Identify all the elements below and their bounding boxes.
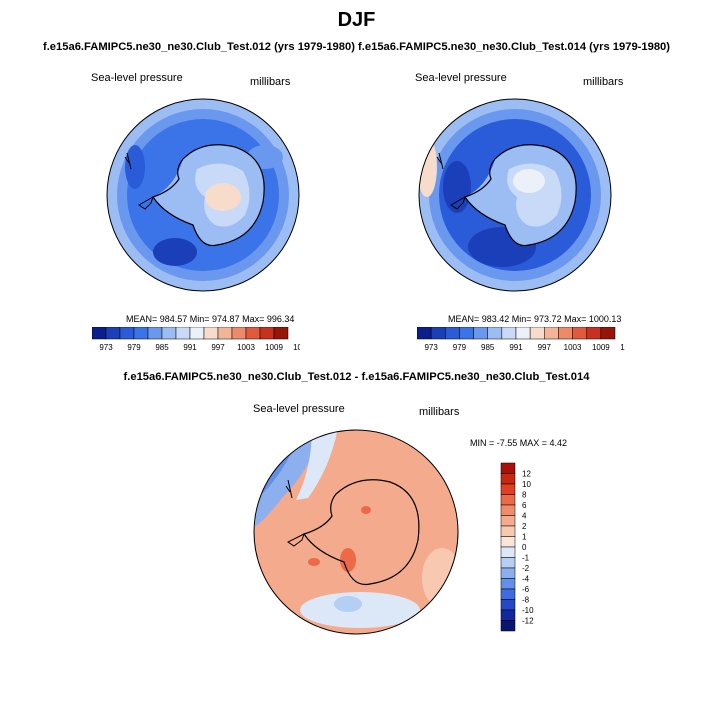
colorbar-box — [586, 327, 602, 340]
colorbar-tick-label: 985 — [481, 343, 495, 352]
colorbar-box — [500, 525, 516, 537]
colorbar-box — [500, 504, 516, 516]
colorbar-tick-label: 2 — [522, 522, 527, 531]
colorbar-tick-label: 12 — [522, 470, 531, 479]
page-title: DJF — [337, 9, 376, 31]
colorbar-tick-label: 973 — [424, 343, 438, 352]
colorbar-tick-label: 1003 — [237, 343, 255, 352]
colorbar-box — [500, 599, 516, 611]
colorbar-box — [500, 567, 516, 579]
colorbar-tick-label: 979 — [453, 343, 467, 352]
colorbar-tick-label: 985 — [155, 343, 169, 352]
colorbar-box — [500, 473, 516, 485]
panel2-variable-label: Sea-level pressure — [415, 72, 507, 84]
colorbar-box — [500, 620, 516, 632]
colorbar-tick-label: 991 — [183, 343, 197, 352]
colorbar-tick-label: 1 — [522, 533, 527, 542]
colorbar-box — [459, 327, 474, 340]
colorbar-box — [92, 327, 107, 340]
colorbar-box — [500, 462, 516, 474]
colorbar-tick-label: 10 — [522, 480, 531, 489]
difference-subtitle: f.e15a6.FAMIPC5.ne30_ne30.Club_Test.012 … — [123, 371, 590, 383]
colorbar-box — [544, 327, 559, 340]
colorbar-box — [529, 327, 545, 340]
colorbar-box — [417, 327, 432, 340]
colorbar-tick-label: 1009 — [265, 343, 283, 352]
colorbar-box — [500, 515, 516, 527]
colorbar-box — [500, 494, 516, 506]
colorbar-tick-label: 6 — [522, 501, 527, 510]
colorbar-test012: 973 979 985 991 997 1003 1009 1015 — [92, 327, 300, 352]
colorbar-tick-label: -1 — [522, 554, 530, 563]
colorbar-tick-label: 991 — [509, 343, 523, 352]
colorbar-box — [273, 327, 289, 340]
colorbar-test014: 973 979 985 991 997 1003 1009 1015 — [417, 327, 625, 352]
colorbar-box — [500, 578, 516, 590]
colorbar-box — [133, 327, 149, 340]
colorbar-box — [445, 327, 460, 340]
colorbar-box — [430, 327, 446, 340]
panel1-stats: MEAN= 984.57 Min= 974.87 Max= 996.34 — [126, 314, 295, 324]
colorbar-box — [558, 327, 573, 340]
colorbar-tick-label: 1003 — [564, 343, 582, 352]
colorbar-box — [217, 327, 233, 340]
colorbar-box — [500, 557, 516, 569]
colorbar-tick-label: -4 — [522, 575, 530, 584]
colorbar-box — [500, 588, 516, 600]
colorbar-tick-label: 979 — [127, 343, 141, 352]
colorbar-box — [500, 536, 516, 548]
colorbar-box — [119, 327, 135, 340]
colorbar-tick-label: -6 — [522, 585, 530, 594]
colorbar-box — [500, 609, 516, 621]
colorbar-tick-label: 973 — [99, 343, 113, 352]
panel1-variable-label: Sea-level pressure — [91, 72, 183, 84]
colorbar-box — [515, 327, 531, 340]
cases-subtitle: f.e15a6.FAMIPC5.ne30_ne30.Club_Test.012 … — [42, 41, 671, 53]
colorbar-box — [203, 327, 219, 340]
colorbar-box — [487, 327, 503, 340]
panel3-stats: MIN = -7.55 MAX = 4.42 — [470, 438, 568, 448]
colorbar-tick-label: 8 — [522, 491, 527, 500]
colorbar-box — [147, 327, 163, 340]
colorbar-box — [500, 546, 516, 558]
colorbar-box — [105, 327, 121, 340]
colorbar-box — [473, 327, 488, 340]
colorbar-tick-label: -12 — [522, 617, 534, 626]
colorbar-box — [600, 327, 616, 340]
colorbar-box — [231, 327, 247, 340]
colorbar-box — [161, 327, 177, 340]
map-test014 — [418, 98, 612, 292]
panel2-units-label: millibars — [583, 76, 624, 88]
colorbar-box — [572, 327, 587, 340]
map-difference — [253, 429, 459, 635]
colorbar-tick-label: -8 — [522, 596, 530, 605]
colorbar-tick-label: 0 — [522, 543, 527, 552]
colorbar-box — [189, 327, 205, 340]
colorbar-box — [175, 327, 191, 340]
colorbar-box — [259, 327, 275, 340]
colorbar-tick-label: 4 — [522, 512, 527, 521]
colorbar-tick-label: 1015 — [293, 343, 300, 352]
colorbar-tick-label: -10 — [522, 606, 534, 615]
colorbar-box — [245, 327, 261, 340]
colorbar-tick-label: 997 — [211, 343, 225, 352]
colorbar-tick-label: -2 — [522, 564, 530, 573]
colorbar-box — [500, 483, 516, 495]
colorbar-tick-label: 997 — [538, 343, 552, 352]
colorbar-tick-label: 1009 — [592, 343, 610, 352]
panel3-variable-label: Sea-level pressure — [253, 403, 345, 415]
map-test012 — [106, 98, 300, 292]
panel2-stats: MEAN= 983.42 Min= 973.72 Max= 1000.13 — [448, 314, 622, 324]
colorbar-box — [501, 327, 517, 340]
panel3-units-label: millibars — [419, 406, 460, 418]
panel1-units-label: millibars — [250, 76, 291, 88]
colorbar-tick-label: 1015 — [620, 343, 625, 352]
